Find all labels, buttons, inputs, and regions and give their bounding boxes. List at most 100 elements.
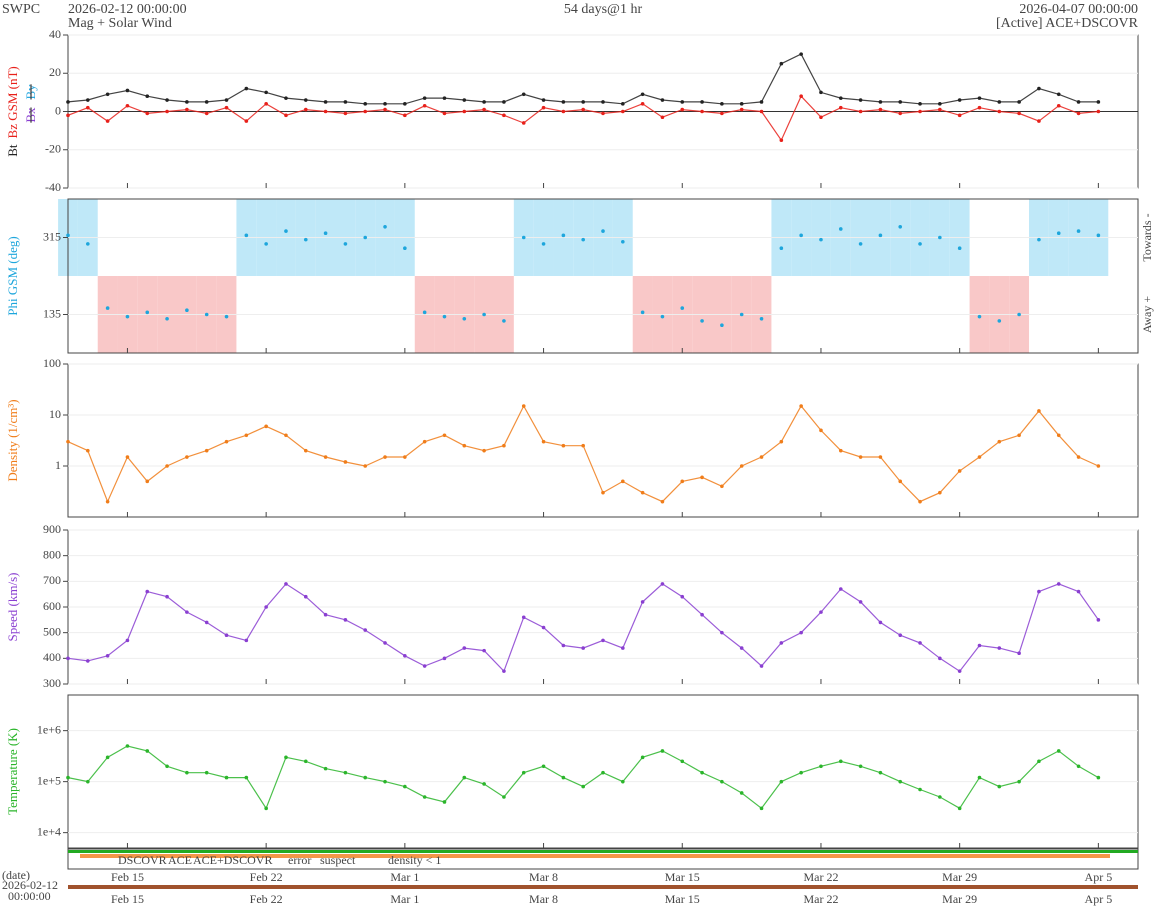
data-point bbox=[442, 800, 447, 804]
data-point bbox=[1096, 775, 1101, 780]
data-point bbox=[145, 310, 150, 315]
data-point bbox=[264, 102, 268, 106]
data-point bbox=[125, 638, 130, 643]
data-point bbox=[502, 669, 506, 673]
data-point bbox=[601, 490, 605, 495]
sector-label: Towards - bbox=[1140, 213, 1154, 261]
data-point bbox=[918, 102, 922, 106]
data-point bbox=[581, 646, 585, 650]
agency: SWPC bbox=[2, 2, 40, 17]
data-point bbox=[224, 105, 229, 110]
data-point bbox=[957, 469, 962, 473]
data-point bbox=[601, 229, 605, 233]
data-point bbox=[383, 779, 387, 784]
data-point bbox=[1076, 455, 1081, 459]
y-axis-label: Phi GSM (deg) bbox=[5, 236, 20, 315]
data-point bbox=[819, 610, 823, 614]
data-point bbox=[502, 319, 506, 323]
data-point bbox=[323, 100, 328, 104]
data-point bbox=[125, 314, 130, 319]
data-point bbox=[323, 455, 328, 459]
y-tick-label: 1e+4 bbox=[37, 824, 61, 838]
data-point bbox=[640, 490, 645, 495]
data-point bbox=[86, 659, 90, 663]
data-point bbox=[284, 433, 288, 438]
data-point bbox=[323, 109, 328, 114]
x-tick-label: Apr 5 bbox=[1085, 870, 1113, 884]
data-point bbox=[581, 237, 585, 242]
data-point bbox=[898, 633, 903, 638]
status-legend: suspect bbox=[320, 853, 356, 867]
data-point bbox=[244, 638, 249, 643]
series-line bbox=[67, 404, 1099, 504]
data-point bbox=[422, 103, 427, 108]
sector-label: Away + bbox=[1140, 296, 1154, 334]
data-point bbox=[977, 96, 982, 100]
data-point bbox=[621, 239, 625, 244]
data-point bbox=[957, 806, 962, 811]
date-label: (date) bbox=[2, 868, 30, 882]
data-point bbox=[898, 479, 903, 484]
data-point bbox=[997, 439, 1002, 444]
series-line bbox=[67, 745, 1099, 810]
data-point bbox=[1056, 231, 1061, 236]
status-legend: density < 1 bbox=[388, 853, 441, 867]
data-point bbox=[561, 233, 566, 238]
data-point bbox=[125, 455, 130, 459]
data-point bbox=[86, 98, 90, 102]
data-point bbox=[1056, 103, 1061, 108]
data-point bbox=[858, 109, 863, 114]
data-point bbox=[105, 92, 110, 97]
data-point bbox=[66, 100, 70, 104]
data-point bbox=[244, 233, 249, 238]
data-point bbox=[858, 98, 863, 102]
y-axis-label-part: Bz GSM (nT) bbox=[5, 66, 20, 138]
data-point bbox=[779, 641, 784, 645]
data-point bbox=[165, 109, 169, 114]
data-point bbox=[343, 618, 348, 622]
data-point bbox=[482, 648, 486, 653]
data-point bbox=[779, 246, 784, 250]
data-point bbox=[621, 779, 625, 784]
data-point bbox=[185, 770, 189, 775]
data-point bbox=[838, 105, 843, 110]
status-bar bbox=[80, 854, 1110, 858]
data-point bbox=[700, 100, 704, 104]
y-tick-label: 800 bbox=[43, 547, 61, 561]
x-tick-label: Apr 5 bbox=[1085, 892, 1113, 906]
data-point bbox=[759, 455, 764, 459]
data-point bbox=[204, 620, 209, 625]
y-tick-label: -40 bbox=[45, 180, 61, 194]
data-point bbox=[700, 612, 704, 617]
data-point bbox=[482, 100, 486, 104]
data-point bbox=[541, 105, 546, 110]
data-point bbox=[363, 628, 368, 632]
y-axis-label-part: Density (1/cm³) bbox=[5, 399, 20, 481]
x-tick-label: Mar 8 bbox=[529, 870, 558, 884]
data-point bbox=[898, 779, 903, 784]
data-point bbox=[640, 755, 645, 760]
data-point bbox=[1017, 433, 1021, 438]
x-tick-label: Mar 1 bbox=[390, 870, 419, 884]
data-point bbox=[284, 755, 288, 760]
data-point bbox=[502, 795, 506, 799]
data-point bbox=[1096, 233, 1101, 238]
data-point bbox=[779, 61, 784, 66]
data-point bbox=[640, 310, 645, 315]
data-point bbox=[541, 764, 546, 769]
data-point bbox=[1037, 237, 1041, 242]
status-legend: ACE bbox=[168, 853, 192, 867]
data-point bbox=[363, 235, 368, 240]
y-tick-label: 135 bbox=[43, 306, 61, 320]
data-point bbox=[284, 96, 288, 100]
data-point bbox=[264, 242, 268, 246]
subtitle: Mag + Solar Wind bbox=[68, 16, 172, 31]
data-point bbox=[323, 766, 328, 771]
data-point bbox=[541, 439, 546, 444]
data-point bbox=[977, 455, 982, 459]
x-tick-label: Mar 15 bbox=[665, 870, 700, 884]
data-point bbox=[224, 633, 229, 638]
data-point bbox=[819, 90, 823, 95]
data-point bbox=[165, 594, 169, 599]
data-point bbox=[185, 100, 189, 104]
